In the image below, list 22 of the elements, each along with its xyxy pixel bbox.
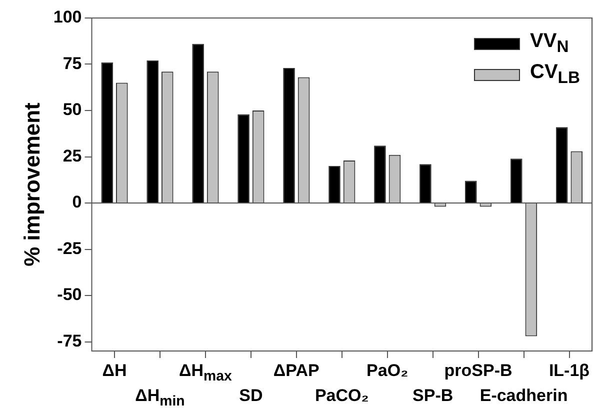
x-tick-label: ΔH$_{max}$	[179, 361, 232, 384]
x-tick-label: SP-B	[412, 386, 454, 405]
y-tick-label: 50	[62, 100, 82, 120]
x-tick-label: ΔH$_{min}$	[135, 386, 185, 410]
y-tick-label: -25	[57, 238, 82, 258]
y-tick-label: 100	[53, 8, 82, 27]
y-tick-label: 0	[72, 192, 82, 212]
legend-label: VV$_{N}$	[530, 30, 569, 57]
x-tick-label: proSP-B	[444, 361, 512, 380]
legend-label: CV$_{LB}$	[530, 61, 580, 88]
y-tick-label: 75	[62, 54, 82, 73]
y-tick-label: 25	[62, 146, 82, 166]
x-tick-label: PaCO₂	[314, 386, 369, 405]
x-tick-label: ΔPAP	[273, 361, 320, 380]
y-tick-label: -75	[57, 331, 82, 350]
x-tick-label: IL-1β	[548, 361, 590, 380]
x-tick-label: SD	[239, 386, 263, 405]
x-tick-label: PaO₂	[366, 361, 408, 380]
y-axis-title: % improvement	[19, 102, 44, 266]
x-tick-label: ΔH	[102, 361, 127, 380]
y-tick-label: -50	[57, 285, 82, 304]
x-tick-label: E-cadherin	[480, 386, 568, 405]
